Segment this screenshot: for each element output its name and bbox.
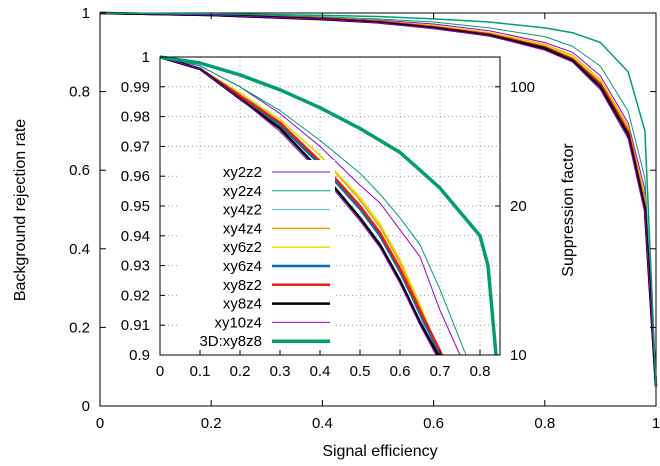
main-x-tick-label: 0.8 <box>534 415 555 432</box>
inset-y-tick-label: 0.9 <box>129 347 150 364</box>
inset-y-tick-label: 0.95 <box>121 198 150 215</box>
inset-x-tick-label: 0.2 <box>230 363 251 380</box>
inset-x-tick-label: 0.3 <box>270 363 291 380</box>
inset-x-tick-label: 0.8 <box>470 363 491 380</box>
main-series-line-9 <box>99 12 657 387</box>
inset-y2-tick-label: 100 <box>510 79 535 96</box>
inset-x-tick-label: 0.6 <box>390 363 411 380</box>
inset-y2-tick-label: 20 <box>510 198 527 215</box>
main-plot-frame <box>99 12 657 407</box>
legend-label: xy8z4 <box>223 296 262 313</box>
main-series-line-8 <box>99 12 657 387</box>
main-x-tick-label: 1 <box>652 415 660 432</box>
inset-y-tick-label: 0.92 <box>121 287 150 304</box>
inset-y-tick-label: 0.98 <box>121 109 150 126</box>
inset-y-tick-label: 0.96 <box>121 168 150 185</box>
inset-series-line-8 <box>159 56 437 356</box>
legend-label: xy2z2 <box>223 164 262 181</box>
inset-y-tick-label: 0.99 <box>121 79 150 96</box>
main-x-axis-label: Signal efficiency <box>322 443 437 460</box>
inset-y2-tick-label: 10 <box>510 347 527 364</box>
main-y-tick-label: 0.6 <box>69 162 90 179</box>
inset-x-tick-label: 0 <box>156 363 164 380</box>
main-y-tick-label: 0.8 <box>69 84 90 101</box>
main-y-tick-label: 0.4 <box>69 241 90 258</box>
inset-axis-ticks: 0 0.1 0.2 0.3 0.4 0.5 0.6 0.7 0.8 0.9 0.91 0.92 0.93… <box>121 49 535 380</box>
legend-label: xy4z4 <box>223 220 262 237</box>
main-x-tick-label: 0.2 <box>201 415 222 432</box>
main-series-line-1 <box>99 12 657 387</box>
inset-y-tick-label: 0.93 <box>121 258 150 275</box>
legend-label: xy10z4 <box>214 314 262 331</box>
main-y-tick-label: 0 <box>82 398 90 415</box>
inset-series-line-1 <box>159 56 467 356</box>
legend-label: xy6z2 <box>223 239 262 256</box>
inset-x-tick-label: 0.1 <box>190 363 211 380</box>
main-x-tick-label: 0 <box>96 415 104 432</box>
legend-label: xy8z2 <box>223 277 262 294</box>
inset-plot-series <box>159 55 498 356</box>
inset-x-tick-label: 0.4 <box>310 363 331 380</box>
inset-y-tick-label: 0.91 <box>121 317 150 334</box>
main-plot-series <box>99 11 658 387</box>
inset-x-tick-label: 0.7 <box>430 363 451 380</box>
main-x-tick-label: 0.4 <box>312 415 333 432</box>
legend-background <box>180 160 335 350</box>
inset-y-tick-label: 0.94 <box>121 228 150 245</box>
main-y-tick-label: 1 <box>82 5 90 22</box>
inset-x-tick-label: 0.5 <box>350 363 371 380</box>
legend-label: xy4z2 <box>223 202 262 219</box>
legend-label: 3D:xy8z8 <box>199 333 262 350</box>
main-axis-ticks: 0 0.2 0.4 0.6 0.8 100.20.40.60.81 <box>69 5 660 432</box>
inset-right-axis-label: Suppression factor <box>560 143 577 277</box>
legend-label: xy2z4 <box>223 183 262 200</box>
main-y-tick-label: 0.2 <box>69 319 90 336</box>
legend-label: xy6z4 <box>223 258 262 275</box>
main-x-tick-label: 0.6 <box>423 415 444 432</box>
inset-y-tick-label: 0.97 <box>121 138 150 155</box>
inset-y-tick-label: 1 <box>142 49 150 66</box>
inset-series-line-9 <box>159 55 498 356</box>
main-y-axis-label: Background rejection rate <box>12 119 29 301</box>
